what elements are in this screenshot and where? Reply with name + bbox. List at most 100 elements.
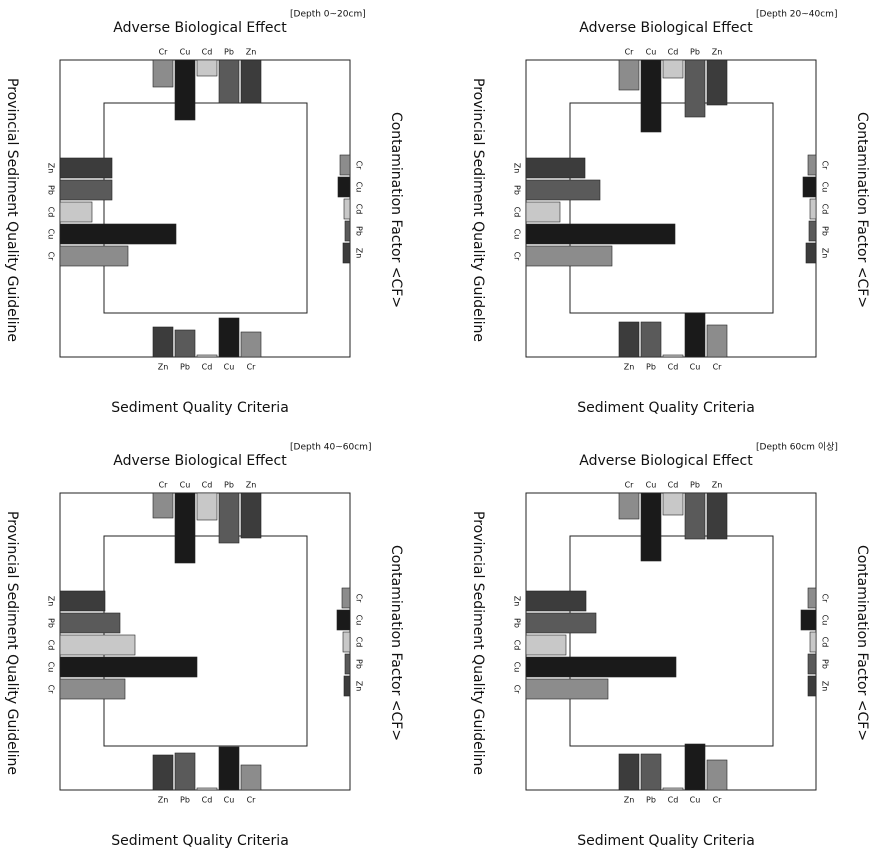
category-label: Cr [513, 252, 522, 262]
category-label: Pb [47, 185, 56, 195]
bar [663, 788, 683, 790]
bar [60, 613, 120, 633]
bar [526, 657, 676, 677]
category-label: Cr [47, 252, 56, 262]
bar [175, 753, 195, 790]
bar [707, 60, 727, 105]
category-label: Pb [646, 363, 656, 372]
category-label: Cu [180, 48, 191, 57]
bar [344, 676, 350, 696]
bar [241, 332, 261, 357]
category-label: Zn [821, 248, 830, 259]
category-label: Pb [821, 659, 830, 669]
category-label: Cu [224, 363, 235, 372]
bar [219, 318, 239, 357]
left-title: Provincial Sediment Quality Guideline [4, 78, 20, 342]
bar [197, 355, 217, 357]
bar [663, 355, 683, 357]
right-title: Contamination Factor <CF> [854, 545, 870, 741]
category-label: Pb [180, 796, 190, 805]
category-label: Cr [247, 796, 257, 805]
panel-subtitle: [Depth 60cm 이상] [756, 442, 838, 453]
bar [338, 177, 350, 197]
bar [241, 765, 261, 790]
bar [345, 654, 350, 674]
category-label: Pb [47, 618, 56, 628]
bar [810, 632, 816, 652]
bottom-title: Sediment Quality Criteria [111, 400, 289, 416]
left-title: Provincial Sediment Quality Guideline [470, 511, 486, 775]
category-label: Cr [355, 594, 364, 604]
category-label: Cr [355, 161, 364, 171]
category-label: Cu [355, 182, 364, 193]
bar [526, 613, 596, 633]
bar [175, 330, 195, 357]
category-label: Cd [513, 207, 522, 218]
category-label: Zn [158, 363, 169, 372]
category-label: Cd [47, 640, 56, 651]
bar [685, 493, 705, 539]
category-label: Cd [47, 207, 56, 218]
category-label: Cu [47, 229, 56, 240]
bar [707, 760, 727, 790]
figure: [Depth 0~20cm]Adverse Biological EffectS… [0, 0, 883, 852]
category-label: Cr [247, 363, 257, 372]
category-label: Zn [513, 163, 522, 174]
bar [810, 199, 816, 219]
bar [345, 221, 350, 241]
category-label: Cr [159, 481, 169, 490]
category-label: Pb [513, 185, 522, 195]
inner-frame [570, 536, 773, 746]
category-label: Zn [513, 596, 522, 607]
bar [663, 60, 683, 78]
panel-subtitle: [Depth 20~40cm] [756, 10, 837, 20]
bar [60, 202, 92, 222]
bar [526, 246, 612, 266]
bar [241, 493, 261, 538]
bar [60, 180, 112, 200]
category-label: Cr [625, 481, 635, 490]
bar [241, 60, 261, 103]
category-label: Pb [355, 226, 364, 236]
bar [153, 755, 173, 790]
left-title: Provincial Sediment Quality Guideline [4, 511, 20, 775]
bar [60, 635, 135, 655]
left-title: Provincial Sediment Quality Guideline [470, 78, 486, 342]
bar [641, 60, 661, 132]
category-label: Pb [646, 796, 656, 805]
category-label: Pb [690, 48, 700, 57]
bottom-title: Sediment Quality Criteria [577, 833, 755, 849]
category-label: Cu [513, 229, 522, 240]
bar [60, 224, 176, 244]
bar [175, 493, 195, 563]
bottom-title: Sediment Quality Criteria [111, 833, 289, 849]
right-title: Contamination Factor <CF> [854, 112, 870, 308]
right-title: Contamination Factor <CF> [388, 545, 404, 741]
category-label: Zn [246, 481, 257, 490]
category-label: Pb [690, 481, 700, 490]
bar [526, 635, 566, 655]
category-label: Cd [668, 363, 679, 372]
inner-frame [104, 103, 307, 313]
bar [803, 177, 816, 197]
category-label: Pb [513, 618, 522, 628]
right-title: Contamination Factor <CF> [388, 112, 404, 308]
bar [685, 744, 705, 790]
category-label: Cd [202, 796, 213, 805]
bar [343, 632, 350, 652]
bar [685, 313, 705, 357]
category-label: Zn [355, 248, 364, 259]
category-label: Cu [355, 615, 364, 626]
bar [707, 493, 727, 539]
bar [685, 60, 705, 117]
page: [Depth 0~20cm]Adverse Biological EffectS… [0, 0, 883, 852]
bottom-title: Sediment Quality Criteria [577, 400, 755, 416]
bar [343, 243, 350, 263]
bar [197, 788, 217, 790]
category-label: Cd [821, 637, 830, 648]
bar [663, 493, 683, 515]
panel-subtitle: [Depth 40~60cm] [290, 443, 371, 453]
category-label: Cd [668, 796, 679, 805]
category-label: Zn [47, 163, 56, 174]
bar [175, 60, 195, 120]
